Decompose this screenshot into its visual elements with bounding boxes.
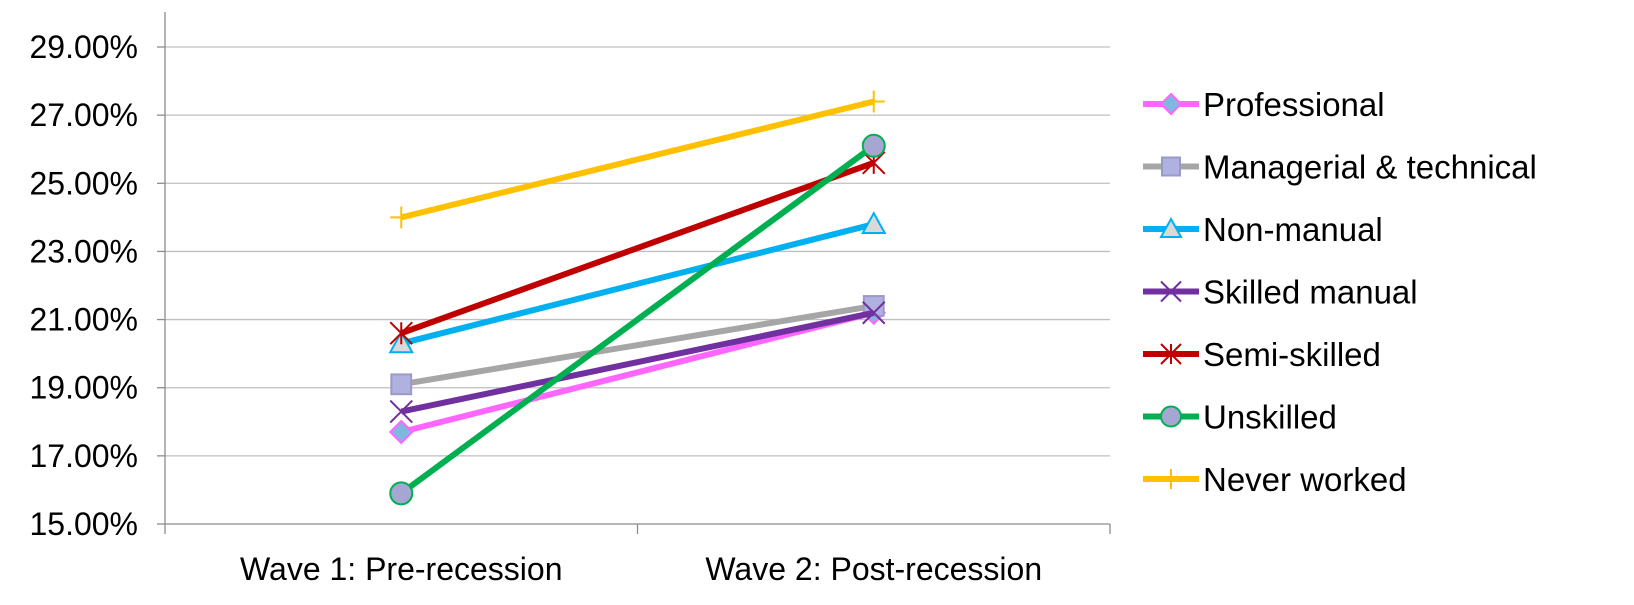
series-skilled-manual [389, 301, 886, 424]
y-tick-label: 17.00% [29, 438, 138, 474]
legend-item: Managerial & technical [1143, 149, 1537, 186]
legend-item: Unskilled [1143, 399, 1337, 436]
legend-label: Non-manual [1203, 211, 1383, 248]
series-line [400, 302, 875, 388]
series-unskilled [389, 133, 886, 506]
legend-label: Never worked [1203, 461, 1407, 498]
data-point-marker [1160, 343, 1182, 365]
data-point-marker [862, 90, 885, 113]
legend-label: Professional [1203, 86, 1385, 123]
data-point-marker [389, 399, 413, 424]
series-line [400, 221, 875, 347]
y-tick-label: 21.00% [29, 302, 138, 338]
legend-label: Unskilled [1203, 399, 1337, 436]
x-axis-tick-labels: Wave 1: Pre-recession Wave 2: Post-recess… [240, 551, 1042, 587]
data-point-marker [861, 211, 887, 234]
y-tick-label: 27.00% [29, 97, 138, 133]
gridlines [165, 46, 1110, 457]
series-line [400, 98, 875, 221]
y-tick-label: 25.00% [29, 165, 138, 201]
data-point-marker [390, 206, 413, 229]
data-point-marker [389, 321, 413, 345]
legend-item: Never worked [1143, 461, 1407, 498]
legend-item: Non-manual [1143, 211, 1383, 248]
data-point-marker [1159, 216, 1183, 238]
legend-item: Semi-skilled [1143, 336, 1381, 373]
y-tick-label: 29.00% [29, 29, 138, 65]
data-point-marker [1160, 280, 1182, 303]
legend-label: Semi-skilled [1203, 336, 1381, 373]
data-point-marker [1161, 156, 1181, 177]
data-point-marker [1161, 469, 1181, 489]
legend-label: Skilled manual [1203, 274, 1418, 311]
legend: Professional Managerial & technical Non-ma… [1143, 86, 1537, 498]
series-never-worked [390, 90, 885, 229]
x-tick-label: Wave 2: Post-recession [705, 551, 1042, 587]
data-point-marker [388, 419, 414, 445]
axes [157, 12, 1111, 534]
legend-label: Managerial & technical [1203, 149, 1537, 186]
series-managerial-technical [390, 295, 885, 396]
y-tick-label: 19.00% [29, 370, 138, 406]
x-tick-label: Wave 1: Pre-recession [240, 551, 562, 587]
series-group [388, 90, 887, 506]
data-point-marker [862, 301, 886, 325]
series-line [400, 309, 875, 435]
data-point-marker [390, 373, 413, 396]
y-tick-label: 23.00% [29, 233, 138, 269]
data-point-marker [1159, 92, 1183, 116]
legend-item: Skilled manual [1143, 274, 1418, 311]
data-point-marker [861, 133, 886, 158]
series-line [400, 309, 875, 415]
data-point-marker [389, 481, 414, 506]
y-tick-label: 15.00% [29, 506, 138, 542]
data-point-marker [1160, 405, 1182, 428]
y-axis-tick-labels: 15.00% 17.00% 19.00% 21.00% 23.00% 25.00% 27.0… [29, 29, 138, 542]
legend-item: Professional [1143, 86, 1385, 123]
series-line [400, 160, 875, 337]
series-line [399, 143, 876, 496]
